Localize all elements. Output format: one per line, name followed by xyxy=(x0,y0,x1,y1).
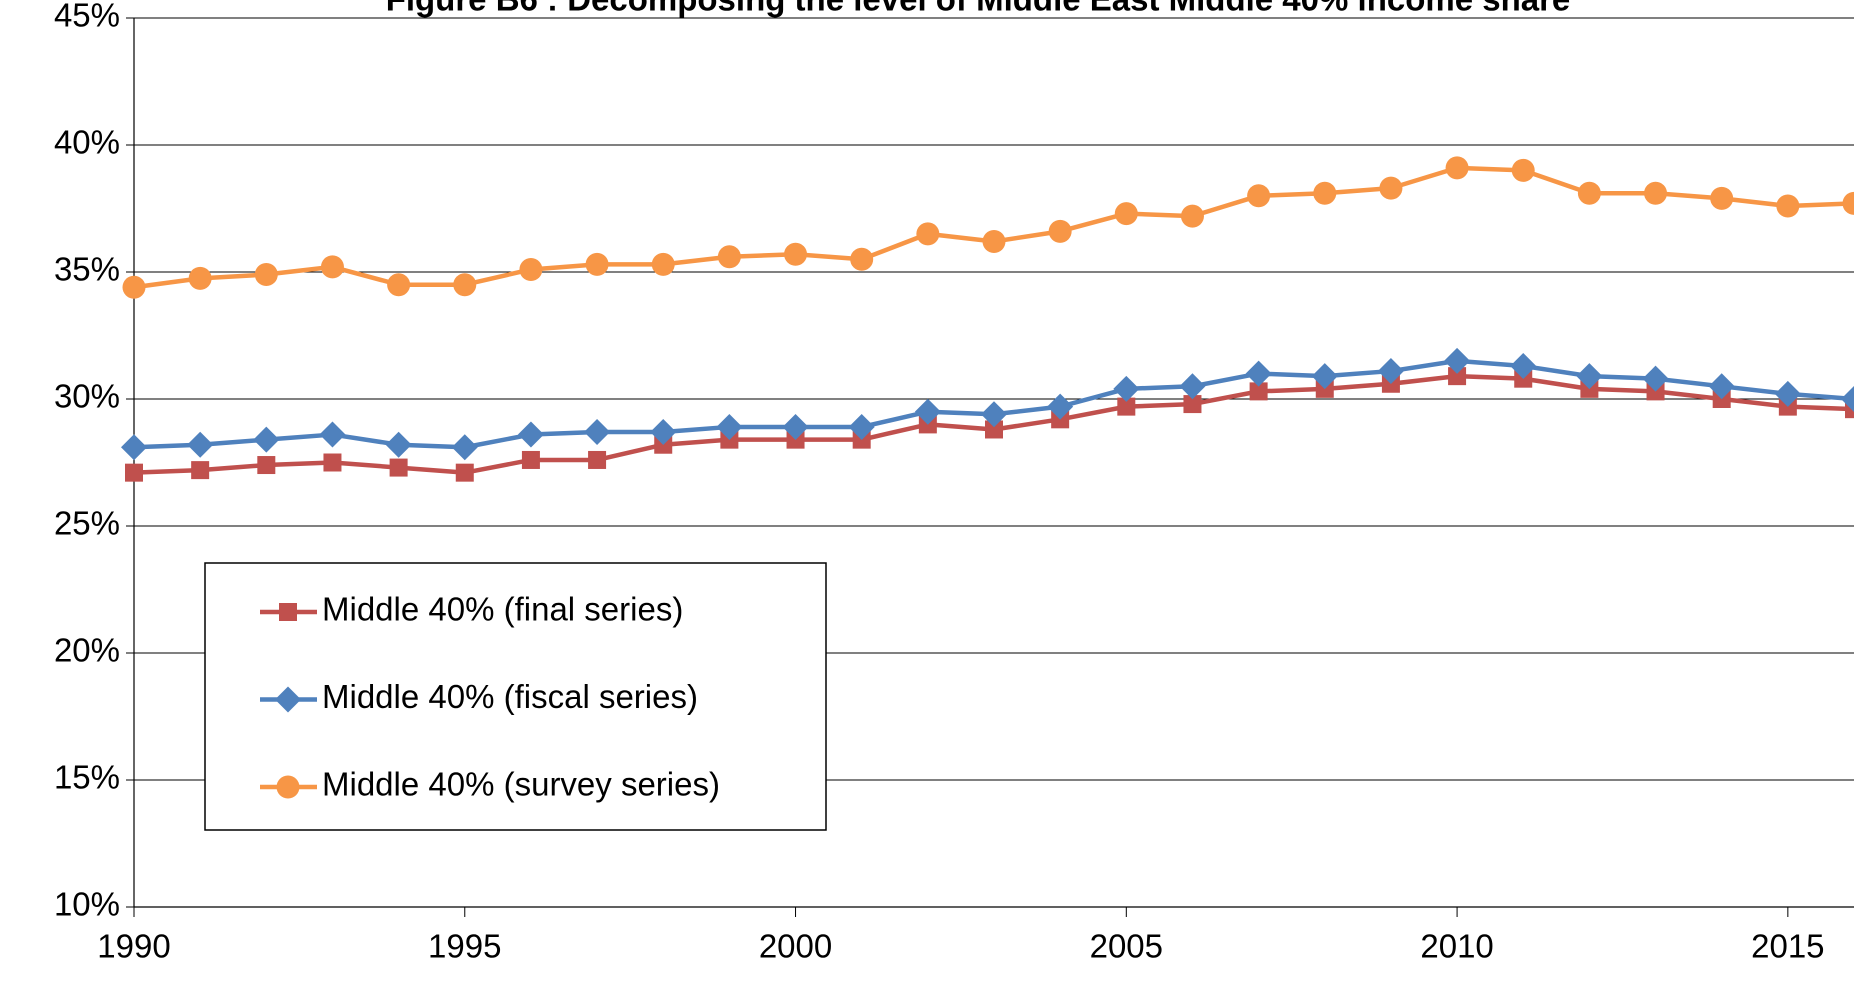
marker xyxy=(191,461,210,480)
marker xyxy=(257,456,276,475)
marker xyxy=(650,419,677,446)
marker xyxy=(850,247,874,271)
marker xyxy=(122,275,146,299)
legend-marker xyxy=(279,603,297,621)
legend-label: Middle 40% (final series) xyxy=(322,591,683,628)
marker xyxy=(1444,347,1471,374)
x-tick-label: 2010 xyxy=(1420,928,1493,965)
marker xyxy=(254,263,278,287)
marker xyxy=(253,426,280,453)
legend-label: Middle 40% (survey series) xyxy=(322,766,720,803)
marker xyxy=(389,458,408,477)
x-tick-label: 1995 xyxy=(428,928,501,965)
marker xyxy=(985,420,1003,439)
marker xyxy=(1510,352,1537,379)
x-tick-label: 2015 xyxy=(1751,928,1824,965)
y-tick-label: 40% xyxy=(54,124,120,161)
marker xyxy=(455,463,474,482)
marker xyxy=(1377,358,1404,385)
marker xyxy=(1842,191,1854,215)
marker xyxy=(1117,397,1136,416)
marker xyxy=(319,421,346,448)
marker xyxy=(453,273,477,297)
marker xyxy=(1311,363,1338,390)
marker xyxy=(916,222,940,246)
marker xyxy=(584,419,611,446)
marker xyxy=(385,431,412,458)
marker xyxy=(1445,156,1469,180)
y-tick-label: 10% xyxy=(54,886,120,923)
marker xyxy=(651,252,675,276)
marker xyxy=(1183,395,1202,414)
legend-marker xyxy=(275,686,301,713)
y-tick-label: 35% xyxy=(54,251,120,288)
marker xyxy=(1710,186,1734,210)
marker xyxy=(1113,375,1140,402)
marker xyxy=(1576,363,1603,390)
y-tick-label: 30% xyxy=(54,378,120,415)
marker xyxy=(1644,181,1668,205)
marker xyxy=(1577,181,1601,205)
marker xyxy=(914,398,941,425)
marker xyxy=(1708,373,1735,400)
marker xyxy=(451,434,478,461)
marker xyxy=(1180,204,1204,228)
marker xyxy=(1179,373,1206,400)
marker xyxy=(320,255,344,279)
marker xyxy=(519,257,543,281)
y-tick-label: 15% xyxy=(54,759,120,796)
marker xyxy=(1448,367,1467,386)
y-tick-label: 25% xyxy=(54,505,120,542)
marker xyxy=(125,463,143,482)
marker xyxy=(1245,360,1272,387)
marker xyxy=(1048,219,1072,243)
marker xyxy=(1511,158,1535,182)
marker xyxy=(848,413,875,440)
marker xyxy=(1379,176,1403,200)
x-tick-label: 1990 xyxy=(97,928,170,965)
marker xyxy=(1642,365,1669,392)
marker xyxy=(1841,386,1854,412)
marker xyxy=(121,434,147,461)
marker xyxy=(187,431,214,458)
legend-marker xyxy=(276,775,300,799)
marker xyxy=(1313,181,1337,205)
marker xyxy=(188,266,212,290)
marker xyxy=(1845,400,1854,419)
marker xyxy=(982,230,1006,254)
marker xyxy=(517,421,544,448)
marker xyxy=(387,273,411,297)
x-tick-label: 2005 xyxy=(1090,928,1163,965)
x-tick-label: 2000 xyxy=(759,928,832,965)
marker xyxy=(784,242,808,266)
marker xyxy=(1114,202,1138,226)
marker xyxy=(981,401,1007,428)
chart-title: Figure B6 : Decomposing the level of Mid… xyxy=(386,0,1571,18)
y-tick-label: 20% xyxy=(54,632,120,669)
marker xyxy=(1774,380,1801,407)
marker xyxy=(1247,184,1271,208)
legend-label: Middle 40% (fiscal series) xyxy=(322,678,698,715)
y-tick-label: 45% xyxy=(54,0,120,34)
marker xyxy=(588,450,607,469)
marker xyxy=(1047,393,1074,420)
marker xyxy=(716,413,743,440)
marker xyxy=(585,252,609,276)
marker xyxy=(717,245,741,269)
marker xyxy=(323,453,342,472)
marker xyxy=(1249,382,1268,401)
marker xyxy=(1776,194,1800,218)
marker xyxy=(521,450,540,469)
marker xyxy=(782,413,809,440)
